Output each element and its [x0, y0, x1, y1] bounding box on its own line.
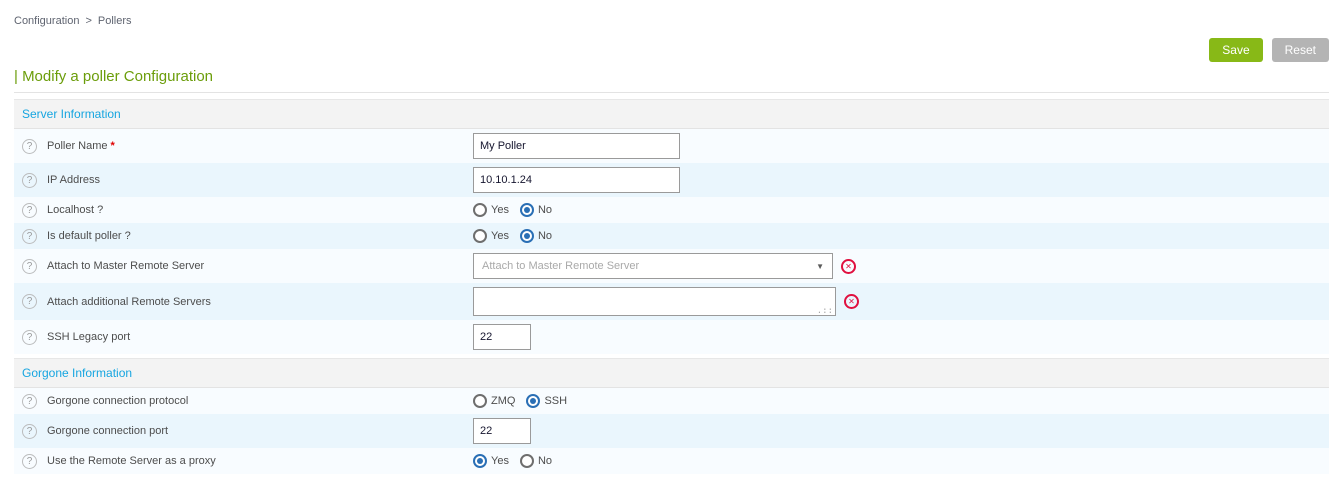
field-label: Poller Name: [47, 140, 108, 152]
radio-icon[interactable]: [519, 229, 534, 243]
ssh-legacy-port-input[interactable]: [473, 324, 531, 350]
resize-grip-icon[interactable]: .::: [816, 306, 833, 316]
help-icon[interactable]: ?: [22, 202, 37, 218]
form-row-gorgone-protocol: ? Gorgone connection protocol ZMQ SSH: [14, 388, 1329, 414]
help-icon[interactable]: ?: [22, 138, 37, 154]
field-label: Attach additional Remote Servers: [47, 295, 211, 308]
reset-button[interactable]: Reset: [1271, 38, 1329, 62]
save-button[interactable]: Save: [1209, 38, 1263, 62]
form-row-additional-remote-servers: ? Attach additional Remote Servers .:: ✕: [14, 283, 1329, 320]
radio-icon[interactable]: [473, 203, 487, 217]
additional-remote-servers-input[interactable]: .::: [473, 287, 836, 316]
default-poller-radio-yes[interactable]: Yes: [473, 229, 509, 243]
proxy-radio-no[interactable]: No: [519, 454, 552, 468]
help-icon[interactable]: ?: [22, 423, 37, 439]
form-row-gorgone-port: ? Gorgone connection port: [14, 414, 1329, 448]
section-header-gorgone-information: Gorgone Information: [14, 358, 1329, 388]
default-poller-radio-no[interactable]: No: [519, 229, 552, 243]
form-row-localhost: ? Localhost ? Yes No: [14, 197, 1329, 223]
radio-icon[interactable]: [473, 454, 487, 468]
breadcrumb-pollers[interactable]: Pollers: [97, 15, 132, 27]
field-label: Is default poller ?: [47, 230, 131, 242]
help-icon[interactable]: ?: [22, 453, 37, 469]
section-header-server-information: Server Information: [14, 99, 1329, 129]
gorgone-protocol-radio-zmq[interactable]: ZMQ: [473, 394, 515, 408]
clear-selection-icon[interactable]: ✕: [844, 294, 859, 309]
field-label: Gorgone connection port: [47, 425, 169, 437]
required-asterisk: *: [110, 140, 115, 152]
breadcrumb-configuration[interactable]: Configuration: [14, 15, 80, 27]
radio-icon[interactable]: [473, 229, 487, 243]
form-row-remote-server-proxy: ? Use the Remote Server as a proxy Yes N…: [14, 448, 1329, 474]
ip-address-input[interactable]: [473, 167, 680, 193]
radio-icon[interactable]: [519, 454, 534, 468]
page-title: | Modify a poller Configuration: [14, 68, 1329, 93]
field-label: Use the Remote Server as a proxy: [47, 455, 216, 467]
radio-icon[interactable]: [526, 394, 541, 408]
help-icon[interactable]: ?: [22, 294, 37, 309]
help-icon[interactable]: ?: [22, 258, 37, 274]
poller-name-input[interactable]: [473, 133, 680, 159]
form-row-ssh-legacy-port: ? SSH Legacy port: [14, 320, 1329, 354]
form-row-poller-name: ? Poller Name *: [14, 129, 1329, 163]
field-label: IP Address: [47, 174, 100, 186]
gorgone-protocol-radio-ssh[interactable]: SSH: [526, 394, 567, 408]
poller-configuration-page: Configuration > Pollers Save Reset | Mod…: [14, 0, 1329, 474]
field-label: Localhost ?: [47, 204, 104, 216]
help-icon[interactable]: ?: [22, 228, 37, 244]
form-row-default-poller: ? Is default poller ? Yes No: [14, 223, 1329, 249]
gorgone-port-input[interactable]: [473, 418, 531, 444]
localhost-radio-no[interactable]: No: [519, 203, 552, 217]
proxy-radio-yes[interactable]: Yes: [473, 454, 509, 468]
localhost-radio-yes[interactable]: Yes: [473, 203, 509, 217]
form-row-attach-master: ? Attach to Master Remote Server Attach …: [14, 249, 1329, 283]
attach-master-select[interactable]: Attach to Master Remote Server ▼: [473, 253, 833, 279]
help-icon[interactable]: ?: [22, 393, 37, 409]
select-placeholder: Attach to Master Remote Server: [482, 260, 640, 272]
radio-icon[interactable]: [519, 203, 534, 217]
chevron-down-icon[interactable]: ▼: [816, 261, 824, 271]
radio-icon[interactable]: [473, 394, 487, 408]
field-label: Attach to Master Remote Server: [47, 260, 205, 272]
help-icon[interactable]: ?: [22, 329, 37, 345]
form-row-ip-address: ? IP Address: [14, 163, 1329, 197]
action-toolbar: Save Reset: [14, 38, 1329, 62]
breadcrumb: Configuration > Pollers: [14, 0, 1329, 27]
field-label: SSH Legacy port: [47, 331, 131, 343]
field-label: Gorgone connection protocol: [47, 395, 189, 407]
help-icon[interactable]: ?: [22, 172, 37, 188]
breadcrumb-separator: >: [85, 15, 92, 27]
clear-selection-icon[interactable]: ✕: [841, 258, 856, 274]
